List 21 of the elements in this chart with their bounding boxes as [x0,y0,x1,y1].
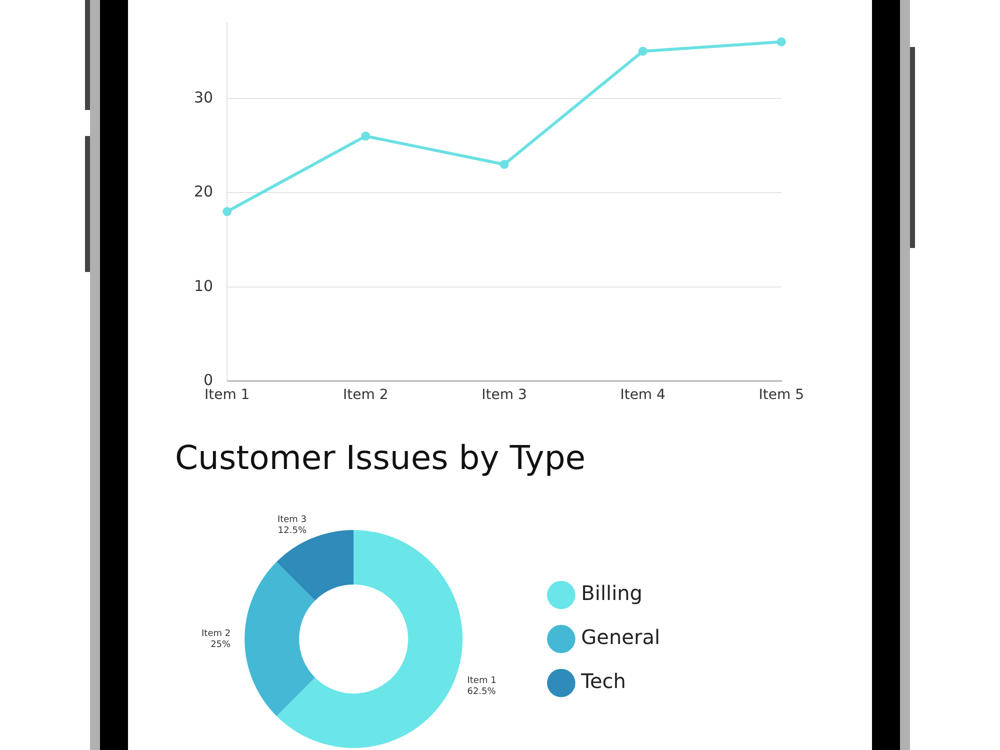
point [222,207,232,216]
x-tick-label: Item 1 [204,387,250,404]
y-tick-label: 10 [194,276,214,295]
point [500,160,509,169]
data-label: Item 3 12.5% [277,515,307,536]
data-label: Item 2 25% [202,628,232,650]
point [638,46,648,56]
data-label: Item 1 62.5% [467,676,496,697]
legend-label: General [581,625,660,650]
x-tick-label: Item 5 [758,387,804,404]
x-tick-label: Item 2 [343,387,388,404]
legend-label: Billing [581,581,643,606]
y-tick-label: 20 [194,182,214,201]
point [776,37,786,46]
legend-label: Tech [580,669,626,694]
x-tick-label: Item 4 [620,387,666,404]
chart-title: Customer Issues by Type [175,438,586,477]
y-tick-label: 30 [194,88,214,106]
y-tick-label: 0 [204,371,214,390]
x-tick-label: Item 3 [482,387,527,404]
point [361,132,370,141]
